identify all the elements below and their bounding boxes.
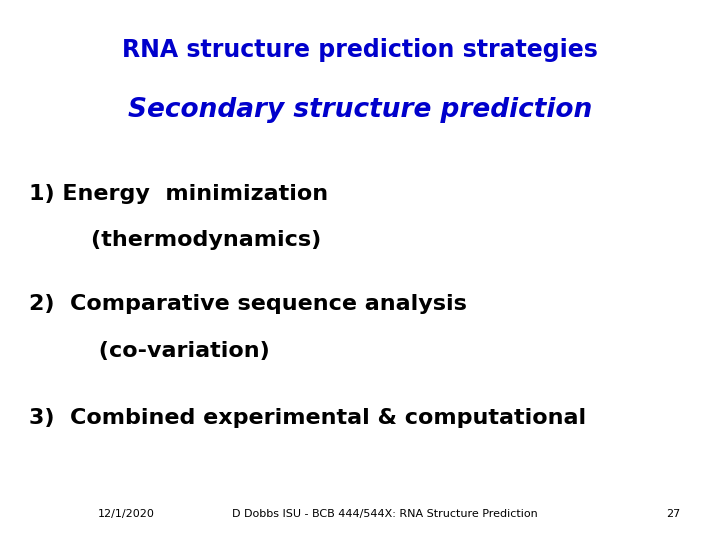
Text: Secondary structure prediction: Secondary structure prediction (128, 97, 592, 123)
Text: 3)  Combined experimental & computational: 3) Combined experimental & computational (29, 408, 586, 428)
Text: D Dobbs ISU - BCB 444/544X: RNA Structure Prediction: D Dobbs ISU - BCB 444/544X: RNA Structur… (233, 509, 538, 519)
Text: RNA structure prediction strategies: RNA structure prediction strategies (122, 38, 598, 62)
Text: 2)  Comparative sequence analysis: 2) Comparative sequence analysis (29, 294, 467, 314)
Text: (co-variation): (co-variation) (29, 341, 269, 361)
Text: (thermodynamics): (thermodynamics) (29, 230, 321, 249)
Text: 1) Energy  minimization: 1) Energy minimization (29, 184, 328, 204)
Text: 12/1/2020: 12/1/2020 (98, 509, 154, 519)
Text: 27: 27 (666, 509, 680, 519)
